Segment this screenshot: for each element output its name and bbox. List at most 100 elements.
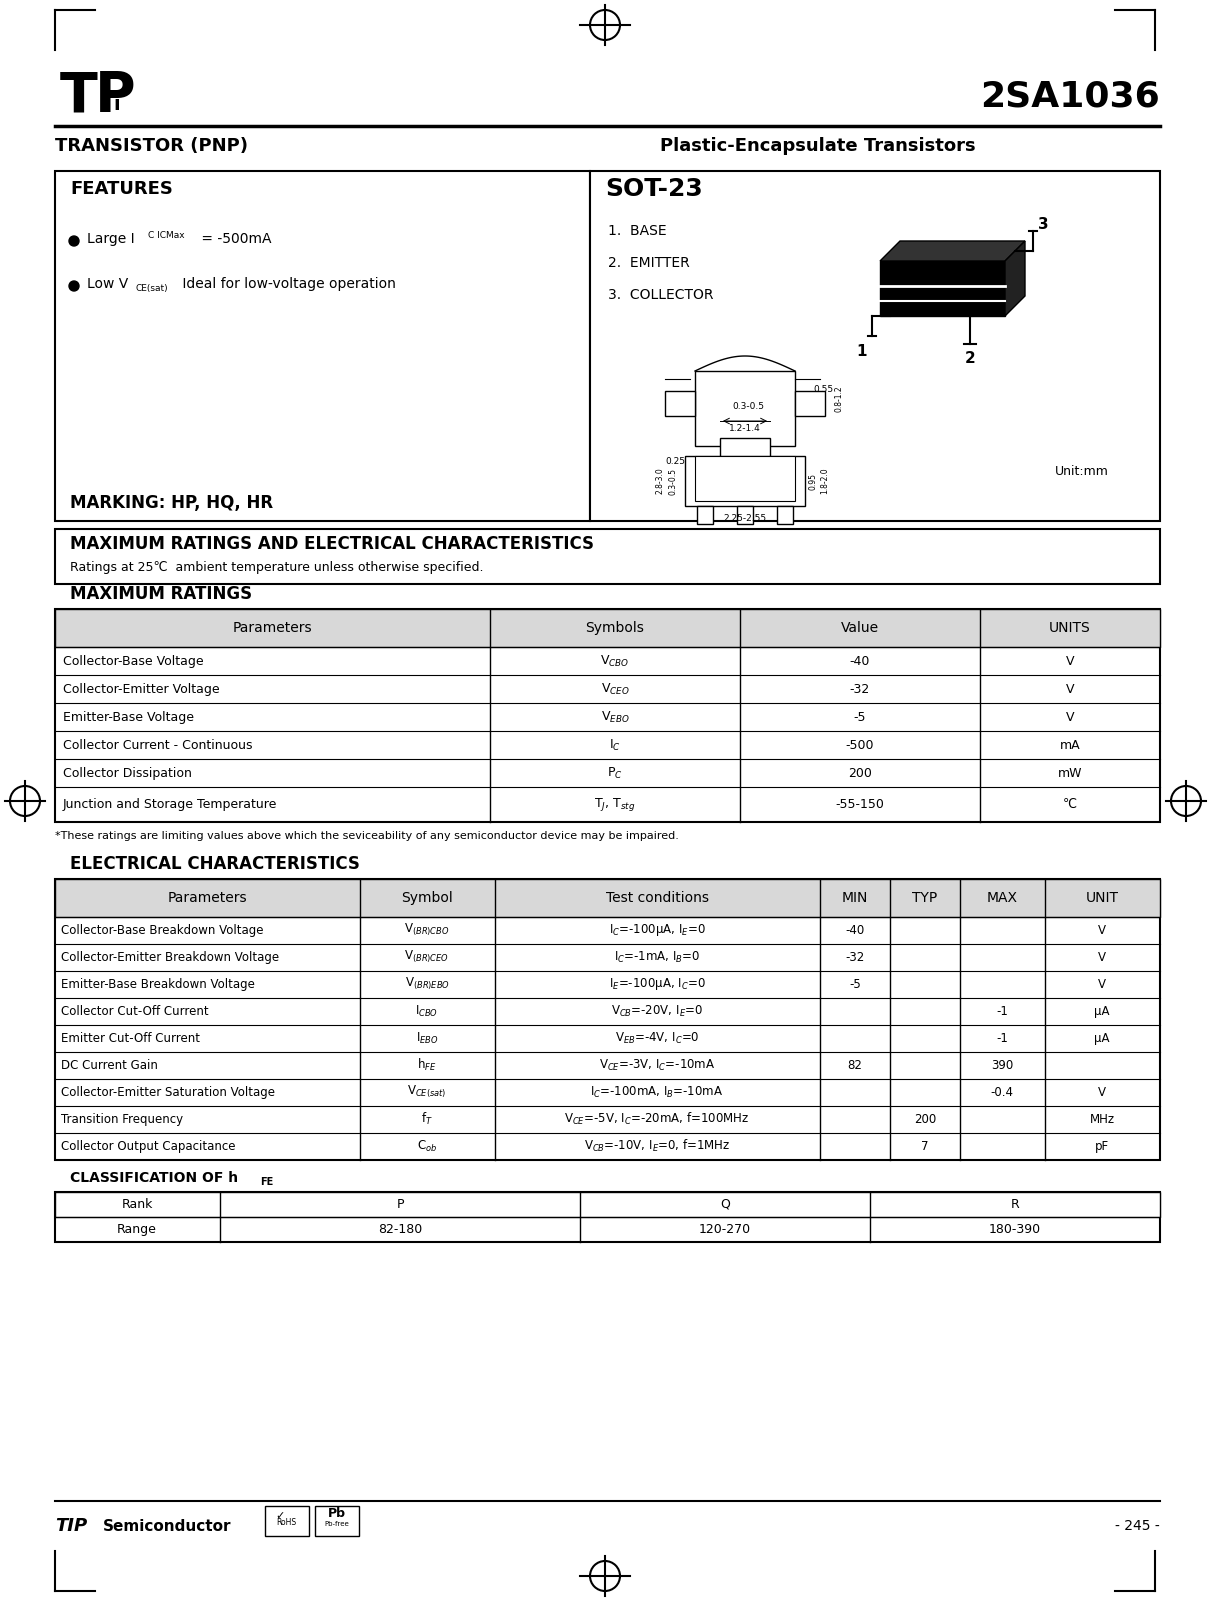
Text: TYP: TYP — [912, 892, 937, 905]
Bar — [794, 391, 825, 416]
Bar — [54, 608, 1160, 647]
Text: Ratings at 25℃  ambient temperature unless otherwise specified.: Ratings at 25℃ ambient temperature unles… — [70, 560, 483, 573]
Text: FEATURES: FEATURES — [70, 179, 173, 199]
Text: V$_{(BR)EBO}$: V$_{(BR)EBO}$ — [404, 975, 449, 993]
Text: pF: pF — [1095, 1140, 1109, 1153]
Bar — [721, 439, 770, 456]
Text: Collector-Base Voltage: Collector-Base Voltage — [63, 655, 203, 668]
Text: -55-150: -55-150 — [836, 797, 884, 810]
Text: 390: 390 — [991, 1058, 1014, 1071]
Text: μA: μA — [1095, 1004, 1109, 1018]
Text: I$_{C}$: I$_{C}$ — [609, 738, 621, 752]
Text: V: V — [1098, 924, 1106, 937]
Text: I$_{C}$=-100μA, I$_{E}$=0: I$_{C}$=-100μA, I$_{E}$=0 — [609, 922, 705, 938]
Text: V$_{CE(sat)}$: V$_{CE(sat)}$ — [407, 1084, 447, 1100]
Text: I$_{CBO}$: I$_{CBO}$ — [415, 1004, 438, 1018]
Text: mW: mW — [1057, 767, 1083, 780]
Text: TRANSISTOR (PNP): TRANSISTOR (PNP) — [54, 138, 248, 155]
Polygon shape — [880, 261, 1005, 315]
Text: Collector-Emitter Breakdown Voltage: Collector-Emitter Breakdown Voltage — [61, 951, 279, 964]
Text: 120-270: 120-270 — [699, 1223, 751, 1236]
Text: I$_{C}$=-1mA, I$_{B}$=0: I$_{C}$=-1mA, I$_{B}$=0 — [614, 949, 700, 964]
Text: -5: -5 — [849, 978, 861, 991]
Text: 1: 1 — [856, 344, 867, 359]
Text: -0.4: -0.4 — [991, 1085, 1014, 1098]
Circle shape — [69, 235, 79, 247]
Text: Large I: Large I — [87, 232, 134, 247]
Text: 1.8-2.0: 1.8-2.0 — [821, 467, 830, 495]
Bar — [54, 171, 590, 520]
Text: f$_{T}$: f$_{T}$ — [421, 1111, 432, 1127]
Text: 180-390: 180-390 — [989, 1223, 1041, 1236]
Text: ℃: ℃ — [1063, 797, 1077, 810]
Text: 2SA1036: 2SA1036 — [980, 78, 1160, 114]
Text: V: V — [1066, 682, 1074, 695]
Text: Emitter-Base Voltage: Emitter-Base Voltage — [63, 711, 194, 724]
Text: V$_{CE}$=-5V, I$_{C}$=-20mA, f=100MHz: V$_{CE}$=-5V, I$_{C}$=-20mA, f=100MHz — [564, 1111, 750, 1127]
Text: 0.3-0.5: 0.3-0.5 — [731, 402, 764, 410]
Text: MAXIMUM RATINGS AND ELECTRICAL CHARACTERISTICS: MAXIMUM RATINGS AND ELECTRICAL CHARACTER… — [70, 535, 595, 552]
Text: DC Current Gain: DC Current Gain — [61, 1058, 157, 1071]
Text: Pb-free: Pb-free — [325, 1521, 350, 1527]
Text: -32: -32 — [845, 951, 865, 964]
Text: 0.95: 0.95 — [809, 472, 817, 490]
Text: 0.25: 0.25 — [665, 456, 685, 466]
Text: Value: Value — [840, 621, 879, 636]
Text: 0.55: 0.55 — [813, 384, 833, 394]
Text: h$_{FE}$: h$_{FE}$ — [418, 1057, 437, 1073]
Text: C ICMax: C ICMax — [148, 231, 184, 240]
Bar — [737, 506, 753, 524]
Text: V$_{CBO}$: V$_{CBO}$ — [601, 653, 630, 669]
Bar — [265, 1507, 309, 1535]
Text: MAX: MAX — [987, 892, 1017, 905]
Text: Unit:mm: Unit:mm — [1055, 464, 1109, 477]
Text: 0.3-0.5: 0.3-0.5 — [668, 467, 677, 495]
Text: Q: Q — [721, 1198, 730, 1210]
Bar — [698, 506, 713, 524]
Bar — [695, 456, 794, 501]
Polygon shape — [880, 242, 1025, 261]
Text: Symbols: Symbols — [586, 621, 644, 636]
Text: Parameters: Parameters — [233, 621, 311, 636]
Text: 1.  BASE: 1. BASE — [608, 224, 666, 239]
Text: 82: 82 — [848, 1058, 862, 1071]
Text: CE(sat): CE(sat) — [134, 283, 167, 293]
Text: MHz: MHz — [1090, 1113, 1114, 1126]
Polygon shape — [1005, 242, 1025, 315]
Text: - 245 -: - 245 - — [1115, 1519, 1160, 1534]
Text: -40: -40 — [850, 655, 871, 668]
Text: -500: -500 — [845, 738, 874, 751]
Text: RoHS: RoHS — [276, 1518, 295, 1526]
Text: 2.  EMITTER: 2. EMITTER — [608, 256, 690, 271]
Bar — [54, 608, 1160, 821]
Bar — [315, 1507, 358, 1535]
Text: R: R — [1011, 1198, 1020, 1210]
Text: 1.2-1.4: 1.2-1.4 — [729, 424, 761, 432]
Text: P: P — [396, 1198, 403, 1210]
Text: Parameters: Parameters — [167, 892, 247, 905]
Text: Range: Range — [117, 1223, 157, 1236]
Text: Plastic-Encapsulate Transistors: Plastic-Encapsulate Transistors — [660, 138, 976, 155]
Text: V$_{EB}$=-4V, I$_{C}$=0: V$_{EB}$=-4V, I$_{C}$=0 — [615, 1031, 699, 1045]
Text: Collector-Emitter Saturation Voltage: Collector-Emitter Saturation Voltage — [61, 1085, 275, 1098]
Circle shape — [69, 282, 79, 291]
Text: Collector Cut-Off Current: Collector Cut-Off Current — [61, 1004, 208, 1018]
Text: V$_{CEO}$: V$_{CEO}$ — [601, 682, 630, 696]
Text: P: P — [94, 69, 136, 123]
Text: UNIT: UNIT — [1085, 892, 1119, 905]
Text: P$_{C}$: P$_{C}$ — [607, 765, 622, 781]
Text: V$_{(BR)CEO}$: V$_{(BR)CEO}$ — [404, 949, 449, 965]
Bar — [54, 1193, 1160, 1217]
Text: -1: -1 — [997, 1004, 1008, 1018]
Text: I$_{EBO}$: I$_{EBO}$ — [415, 1031, 438, 1045]
Text: Semiconductor: Semiconductor — [103, 1518, 231, 1534]
Text: Symbol: Symbol — [401, 892, 453, 905]
Bar — [54, 879, 1160, 1161]
Text: 200: 200 — [914, 1113, 936, 1126]
Text: i: i — [113, 94, 120, 114]
Text: 82-180: 82-180 — [378, 1223, 423, 1236]
Text: -1: -1 — [997, 1031, 1008, 1044]
Text: MIN: MIN — [842, 892, 868, 905]
Text: V: V — [1066, 711, 1074, 724]
Text: *These ratings are limiting values above which the seviceability of any semicond: *These ratings are limiting values above… — [54, 831, 679, 841]
